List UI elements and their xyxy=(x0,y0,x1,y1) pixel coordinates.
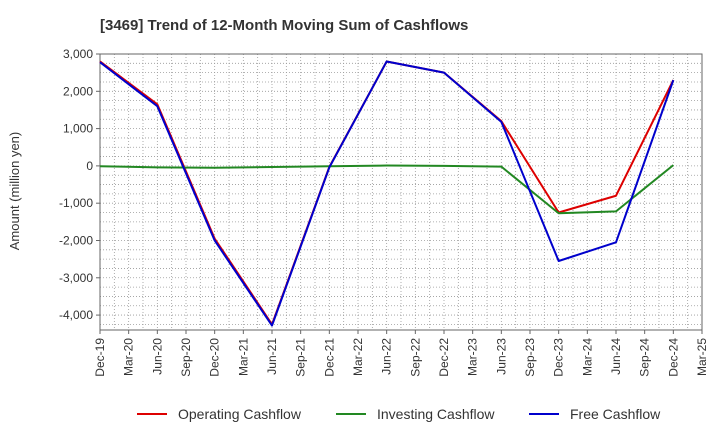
plot-area xyxy=(99,53,703,331)
x-tick-label: Mar-23 xyxy=(466,338,480,376)
x-tick-label: Sep-20 xyxy=(179,338,193,377)
y-tick-label: -3,000 xyxy=(59,271,93,285)
y-tick-label: 2,000 xyxy=(63,84,93,98)
x-tick-label: Sep-22 xyxy=(408,338,422,377)
x-tick-label: Mar-21 xyxy=(236,338,250,376)
x-tick-label: Dec-20 xyxy=(208,338,222,377)
x-axis-ticks: Dec-19 Mar-20 Jun-20 Sep-20 Dec-20 Mar-21 Jun-… xyxy=(93,330,709,377)
chart-title: [3469] Trend of 12-Month Moving Sum of C… xyxy=(100,17,468,34)
series-lines xyxy=(99,60,675,327)
x-tick-label: Mar-25 xyxy=(695,338,709,376)
legend-label-operating-cashflow: Operating Cashflow xyxy=(178,406,302,422)
x-tick-label: Dec-22 xyxy=(437,338,451,377)
y-tick-label: 0 xyxy=(86,159,93,173)
y-tick-label: -1,000 xyxy=(59,196,93,210)
x-tick-label: Sep-21 xyxy=(294,338,308,377)
legend-label-free-cashflow: Free Cashflow xyxy=(570,406,661,422)
x-tick-label: Sep-24 xyxy=(638,338,652,377)
x-tick-label: Sep-23 xyxy=(523,338,537,377)
y-axis-label: Amount (million yen) xyxy=(7,132,22,251)
y-axis-ticks: 3,000 2,000 1,000 0 -1,000 -2,000 -3,000 -4,000 xyxy=(59,47,100,322)
legend: Operating Cashflow Investing Cashflow Free… xyxy=(137,406,661,422)
y-tick-label: 1,000 xyxy=(63,122,93,136)
x-tick-label: Mar-20 xyxy=(122,338,136,376)
series-line-free-cashflow xyxy=(99,60,675,327)
y-tick-label: -4,000 xyxy=(59,308,93,322)
x-tick-label: Jun-22 xyxy=(380,338,394,375)
x-tick-label: Dec-21 xyxy=(322,338,336,377)
x-tick-label: Jun-21 xyxy=(265,338,279,375)
x-tick-label: Jun-24 xyxy=(609,338,623,375)
y-tick-label: 3,000 xyxy=(63,47,93,61)
y-tick-label: -2,000 xyxy=(59,233,93,247)
series-line-investing-cashflow xyxy=(99,164,674,215)
x-tick-label: Dec-23 xyxy=(552,338,566,377)
x-tick-label: Jun-20 xyxy=(150,338,164,375)
x-tick-label: Dec-19 xyxy=(93,338,107,377)
legend-label-investing-cashflow: Investing Cashflow xyxy=(377,406,495,422)
x-tick-label: Jun-23 xyxy=(494,338,508,375)
grid xyxy=(99,53,703,330)
x-tick-label: Mar-24 xyxy=(580,338,594,376)
x-tick-label: Mar-22 xyxy=(351,338,365,376)
x-tick-label: Dec-24 xyxy=(666,338,680,377)
